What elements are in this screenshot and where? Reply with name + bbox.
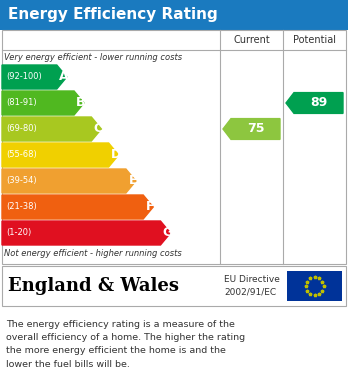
- Bar: [2, 266, 346, 306]
- Text: G: G: [163, 226, 173, 240]
- Text: (1-20): (1-20): [6, 228, 31, 237]
- Text: (39-54): (39-54): [6, 176, 37, 185]
- Polygon shape: [223, 118, 280, 140]
- Text: England & Wales: England & Wales: [8, 277, 179, 295]
- Polygon shape: [2, 91, 84, 115]
- Text: C: C: [94, 122, 103, 136]
- Text: A: A: [59, 70, 69, 84]
- Text: The energy efficiency rating is a measure of the
overall efficiency of a home. T: The energy efficiency rating is a measur…: [6, 320, 245, 369]
- Text: Not energy efficient - higher running costs: Not energy efficient - higher running co…: [4, 249, 182, 258]
- Polygon shape: [2, 195, 153, 219]
- Text: D: D: [111, 149, 121, 161]
- Text: F: F: [146, 201, 155, 213]
- Text: (21-38): (21-38): [6, 203, 37, 212]
- Bar: [0, 0, 348, 30]
- Text: 89: 89: [310, 97, 327, 109]
- Polygon shape: [2, 117, 101, 141]
- Polygon shape: [2, 143, 119, 167]
- Text: 75: 75: [247, 122, 264, 136]
- Bar: [287, 271, 342, 301]
- Text: Energy Efficiency Rating: Energy Efficiency Rating: [8, 7, 218, 23]
- Text: EU Directive
2002/91/EC: EU Directive 2002/91/EC: [224, 275, 280, 297]
- Text: Potential: Potential: [293, 35, 336, 45]
- Polygon shape: [286, 93, 343, 113]
- Polygon shape: [2, 221, 171, 245]
- Text: E: E: [129, 174, 137, 188]
- Bar: [2, 30, 346, 264]
- Text: (69-80): (69-80): [6, 124, 37, 133]
- Text: Current: Current: [233, 35, 270, 45]
- Text: (81-91): (81-91): [6, 99, 37, 108]
- Text: (92-100): (92-100): [6, 72, 42, 81]
- Polygon shape: [2, 65, 67, 89]
- Text: Very energy efficient - lower running costs: Very energy efficient - lower running co…: [4, 52, 182, 61]
- Text: B: B: [76, 97, 86, 109]
- Polygon shape: [2, 169, 136, 193]
- Text: (55-68): (55-68): [6, 151, 37, 160]
